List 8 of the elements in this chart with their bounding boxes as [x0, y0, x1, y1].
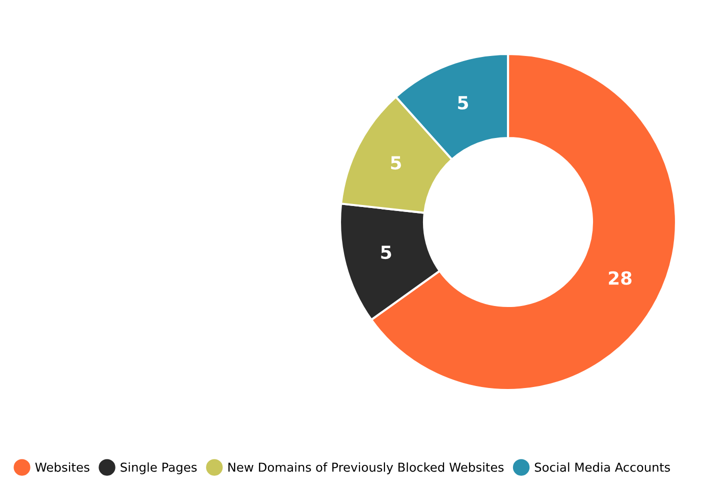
data-label: 5	[381, 246, 392, 260]
data-label: 28	[608, 271, 632, 285]
legend-label: Social Media Accounts	[534, 462, 670, 472]
legend-label: New Domains of Previously Blocked Websites	[228, 462, 504, 474]
data-label: 5	[458, 96, 468, 110]
legend-label: Websites	[35, 462, 90, 472]
data-label: 5	[391, 156, 401, 170]
legend-label: Single Pages	[120, 462, 197, 474]
